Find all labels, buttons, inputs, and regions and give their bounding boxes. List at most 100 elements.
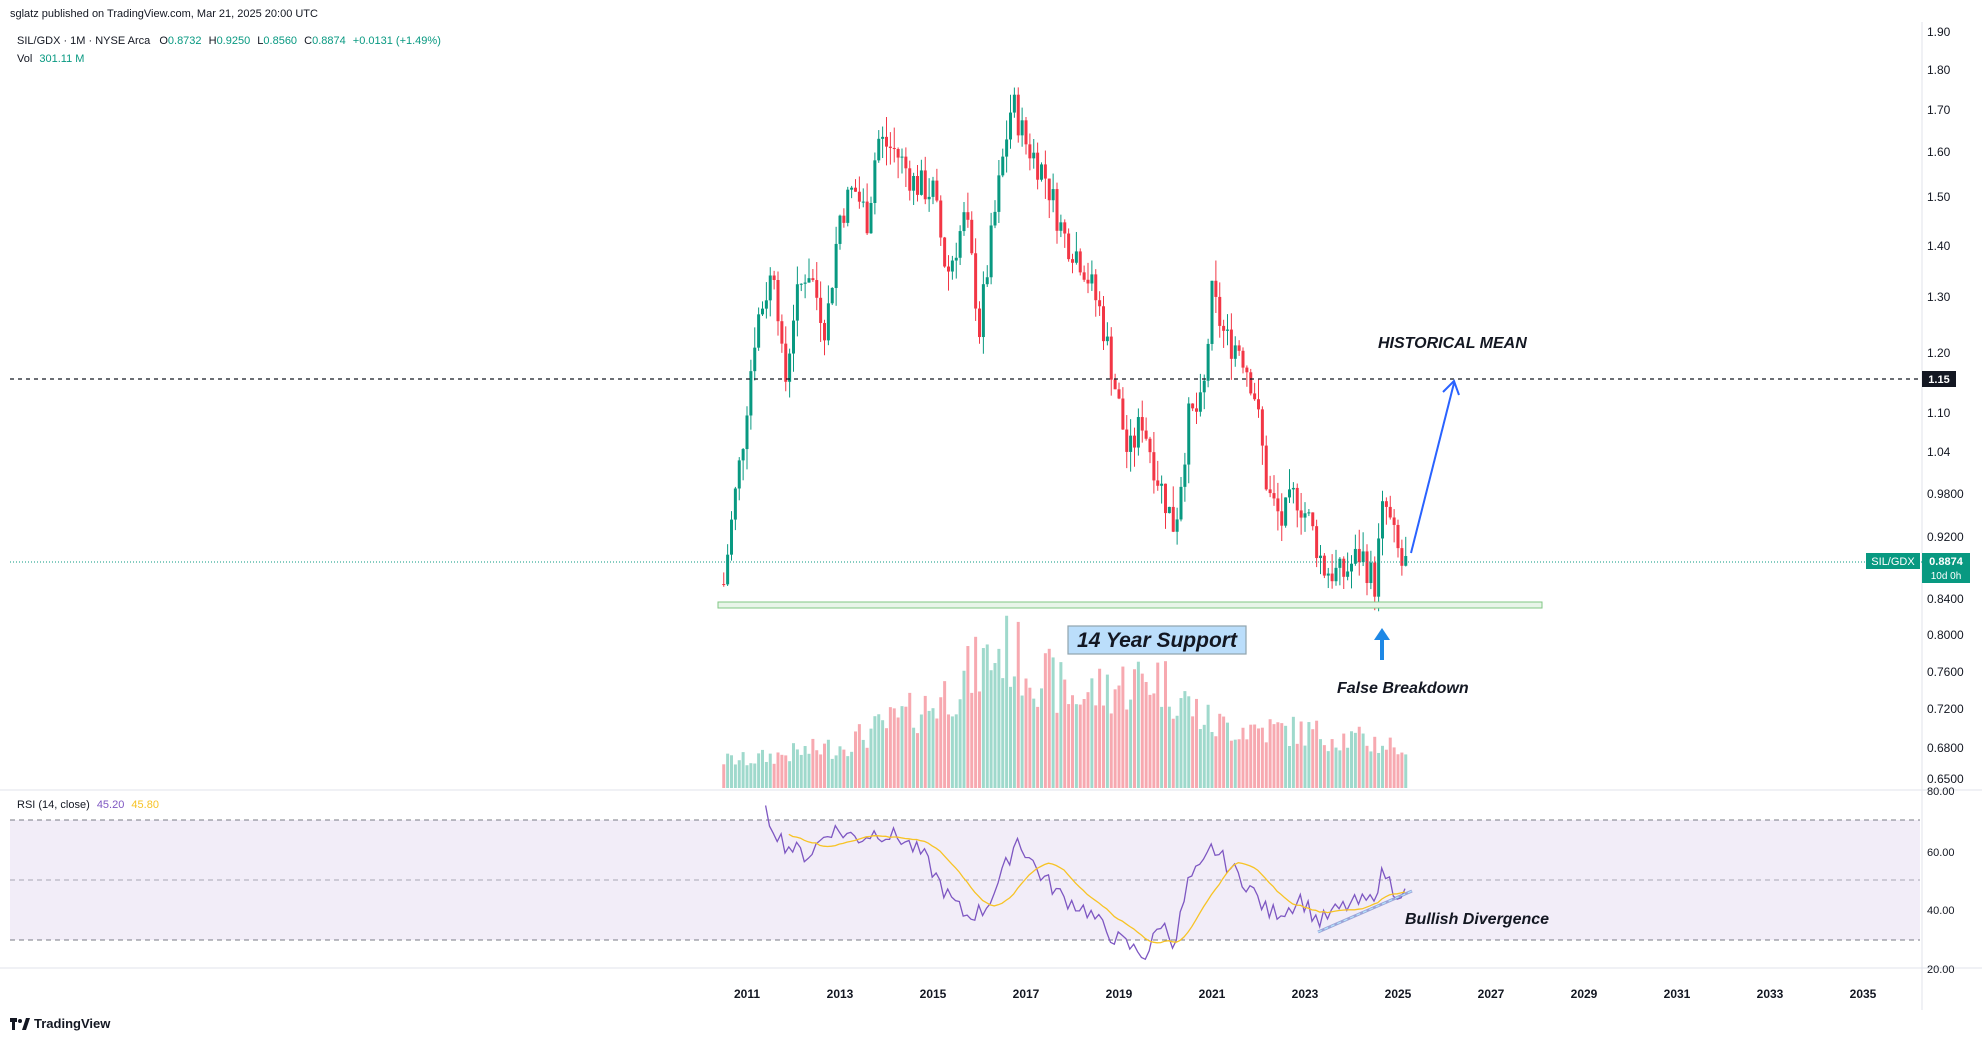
volume-bar [1195,698,1198,788]
last-price-text: 0.8874 [1929,556,1964,568]
volume-bar [970,692,974,788]
candle-body [1055,189,1059,231]
volume-bar [753,763,757,788]
candle-body [1195,408,1198,412]
time-tick: 2029 [1571,987,1598,1001]
volume-bar [919,714,923,788]
time-tick: 2027 [1478,987,1505,1001]
candle-body [1144,430,1148,439]
volume-bar [881,720,885,788]
volume-bar [1171,718,1175,788]
candle-body [1350,563,1353,572]
candle-body [838,215,842,244]
candle-body [900,156,904,158]
volume-bar [854,731,857,788]
volume-bar [1357,726,1361,788]
volume-bar [1284,725,1288,788]
candle-body [1206,343,1210,381]
volume-bar [1291,716,1295,788]
volume-bar [1071,695,1074,788]
volume-bar [888,707,892,788]
candle-body [1167,506,1171,514]
volume-bar [1001,678,1005,788]
candle-body [1024,120,1028,145]
volume-bar [989,670,993,788]
volume-bar [1136,661,1140,788]
time-axis[interactable]: 2011 2013 2015 2017 2019 2021 2023 2025 … [734,987,1877,1001]
volume-bar [830,758,834,788]
candle-body [916,175,919,195]
candle-body [1032,152,1036,159]
volume-bar [985,644,989,788]
volume-legend[interactable]: Vol 301.11 M [17,53,84,65]
candle-body [1264,445,1268,490]
candle-body [795,284,799,321]
volume-bar [923,695,927,788]
price-tick: 1.20 [1927,346,1951,360]
candle-body [1284,497,1288,526]
candle-body [912,175,916,191]
rsi-axis[interactable]: 80.00 60.00 40.00 20.00 [1927,786,1955,976]
price-tick: 0.6500 [1927,772,1964,786]
divergence-trendline-inner [1317,890,1413,933]
price-axis[interactable]: 1.90 1.80 1.70 1.60 1.50 1.40 1.30 1.20 … [1927,25,1964,786]
candle-body [1404,556,1408,566]
candle-body [881,136,885,139]
watermark-text: TradingView [34,1016,111,1031]
volume-bar [1295,743,1299,788]
volume-bar [1009,686,1012,788]
candle-body [896,149,900,158]
price-tick: 1.30 [1927,290,1951,304]
volume-bar [1005,615,1009,788]
volume-bar [1253,724,1257,788]
rsi-tick: 40.00 [1927,905,1955,917]
price-tick: 0.8400 [1927,592,1964,606]
candle-body [1330,573,1334,582]
volume-bar [1028,687,1032,788]
candle-body [764,300,768,309]
volume-bar [1020,695,1024,788]
time-tick: 2017 [1013,987,1040,1001]
symbol-legend[interactable]: SIL/GDX · 1M · NYSE Arca O0.8732 H0.9250… [17,35,441,47]
volume-bar [1074,704,1078,788]
volume-value: 301.11 M [39,53,85,65]
candle-body [1187,403,1191,465]
candle-body [1210,280,1214,344]
candle-body [857,191,861,202]
candle-body [1078,251,1082,273]
candle-body [1361,551,1365,563]
volume-bar [947,714,950,788]
candle-body [803,282,807,284]
candle-body [846,189,850,223]
candle-body [1156,480,1160,486]
candle-body [815,280,819,298]
volume-bar [788,761,792,788]
volume-bar [726,753,730,788]
candle-body [1373,562,1377,597]
candle-body [1133,435,1136,448]
tradingview-logo[interactable]: TradingView [10,1016,110,1031]
volume-bar [1245,739,1249,788]
volume-bar [1322,745,1326,788]
volume-bar [1229,740,1233,788]
support-label-box [1067,625,1247,655]
symbol-tag-text: SIL/GDX [1871,556,1915,568]
rsi-ma-value: 45.80 [131,799,159,811]
candle-body [1051,189,1055,201]
volume-bar [1210,732,1214,788]
candle-body [1369,562,1373,584]
candle-body [1338,558,1342,568]
rsi-legend[interactable]: RSI (14, close) 45.20 45.80 [17,799,159,811]
tradingview-icon [10,1017,30,1030]
volume-bar [1280,723,1284,788]
candle-body [1253,393,1257,400]
high-value: 0.9250 [216,35,251,47]
candle-body [1396,524,1400,549]
candle-body [830,287,834,304]
volume-bar [1326,751,1330,788]
volume-bar [1187,696,1191,788]
rsi-value: 45.20 [96,799,125,811]
volume-bar [826,739,830,788]
candle-body [1043,164,1047,179]
